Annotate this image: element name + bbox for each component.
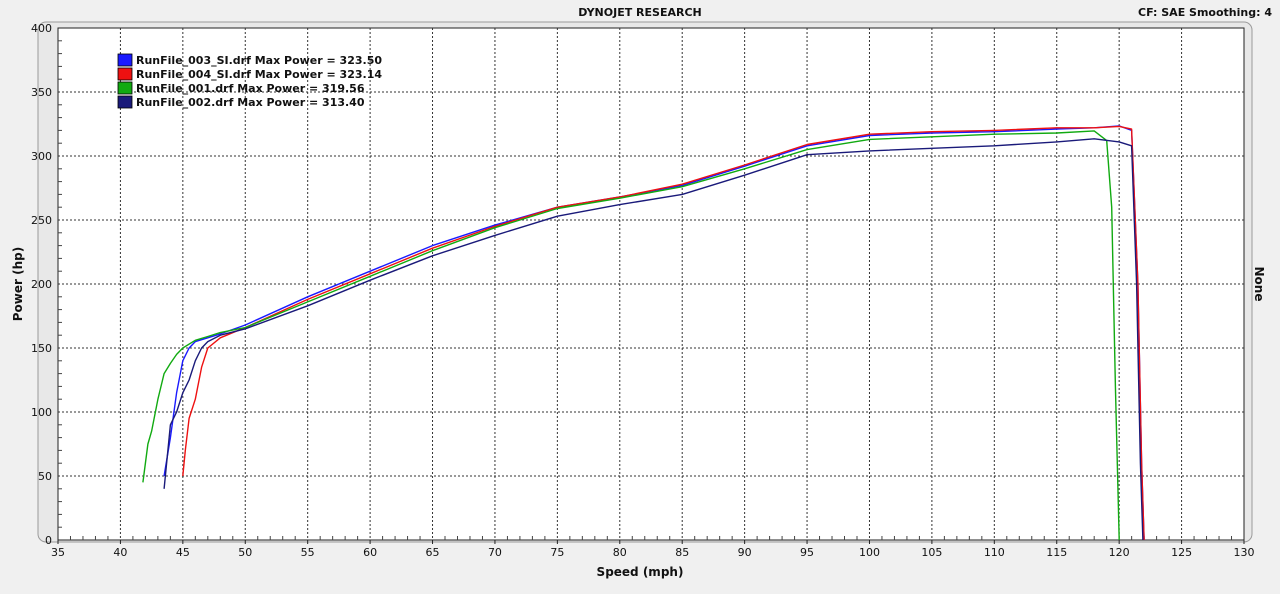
x-tick-label: 120 — [1109, 546, 1130, 559]
x-tick-label: 35 — [51, 546, 65, 559]
y-tick-label: 200 — [31, 278, 52, 291]
legend-swatch-4 — [117, 95, 133, 109]
y-tick-label: 50 — [38, 470, 52, 483]
legend-swatch-2 — [117, 67, 133, 81]
x-tick-label: 65 — [426, 546, 440, 559]
legend: RunFile_003_SI.drf Max Power = 323.50Run… — [117, 53, 382, 109]
x-tick-label: 45 — [176, 546, 190, 559]
y-tick-label: 400 — [31, 22, 52, 35]
y-tick-label: 350 — [31, 86, 52, 99]
legend-label-1: RunFile_003_SI.drf Max Power = 323.50 — [136, 54, 382, 67]
x-tick-label: 80 — [613, 546, 627, 559]
x-axis-label: Speed (mph) — [597, 565, 684, 579]
x-tick-label: 115 — [1046, 546, 1067, 559]
y-tick-labels: 0 50 100 150 200 250 300 350 400 — [31, 22, 52, 547]
series-line-2 — [182, 125, 1145, 541]
x-tick-label: 40 — [113, 546, 127, 559]
major-grid — [57, 28, 1245, 544]
x-tick-label: 70 — [488, 546, 502, 559]
y-axis-label: Power (hp) — [11, 247, 25, 321]
x-tick-label: 55 — [301, 546, 315, 559]
legend-swatch-1 — [117, 53, 133, 67]
right-axis-label: None — [1252, 267, 1266, 302]
y-tick-label: 0 — [45, 534, 52, 547]
legend-label-4: RunFile_002.drf Max Power = 313.40 — [136, 96, 365, 109]
x-tick-label: 60 — [363, 546, 377, 559]
x-tick-label: 100 — [859, 546, 880, 559]
correction-factor-label: CF: SAE Smoothing: 4 — [1138, 6, 1272, 19]
legend-label-3: RunFile_001.drf Max Power = 319.56 — [136, 82, 365, 95]
x-tick-label: 75 — [550, 546, 564, 559]
x-tick-label: 105 — [921, 546, 942, 559]
series-line-4 — [163, 138, 1144, 541]
x-tick-label: 50 — [238, 546, 252, 559]
y-tick-label: 100 — [31, 406, 52, 419]
y-tick-label: 300 — [31, 150, 52, 163]
x-tick-labels: 35 40 45 50 55 60 65 70 75 80 85 90 95 100 105 110 115 12… — [51, 546, 1255, 559]
x-tick-label: 130 — [1234, 546, 1255, 559]
y-tick-label: 150 — [31, 342, 52, 355]
legend-swatch-3 — [117, 81, 133, 95]
x-tick-label: 85 — [675, 546, 689, 559]
minor-grid — [58, 40, 1233, 540]
series-line-3 — [142, 130, 1120, 541]
x-tick-label: 125 — [1171, 546, 1192, 559]
x-tick-label: 95 — [800, 546, 814, 559]
x-tick-label: 90 — [738, 546, 752, 559]
y-tick-label: 250 — [31, 214, 52, 227]
legend-label-2: RunFile_004_SI.drf Max Power = 323.14 — [136, 68, 382, 81]
chart-title: DYNOJET RESEARCH — [578, 6, 701, 19]
series-layer — [142, 125, 1145, 541]
x-tick-label: 110 — [984, 546, 1005, 559]
